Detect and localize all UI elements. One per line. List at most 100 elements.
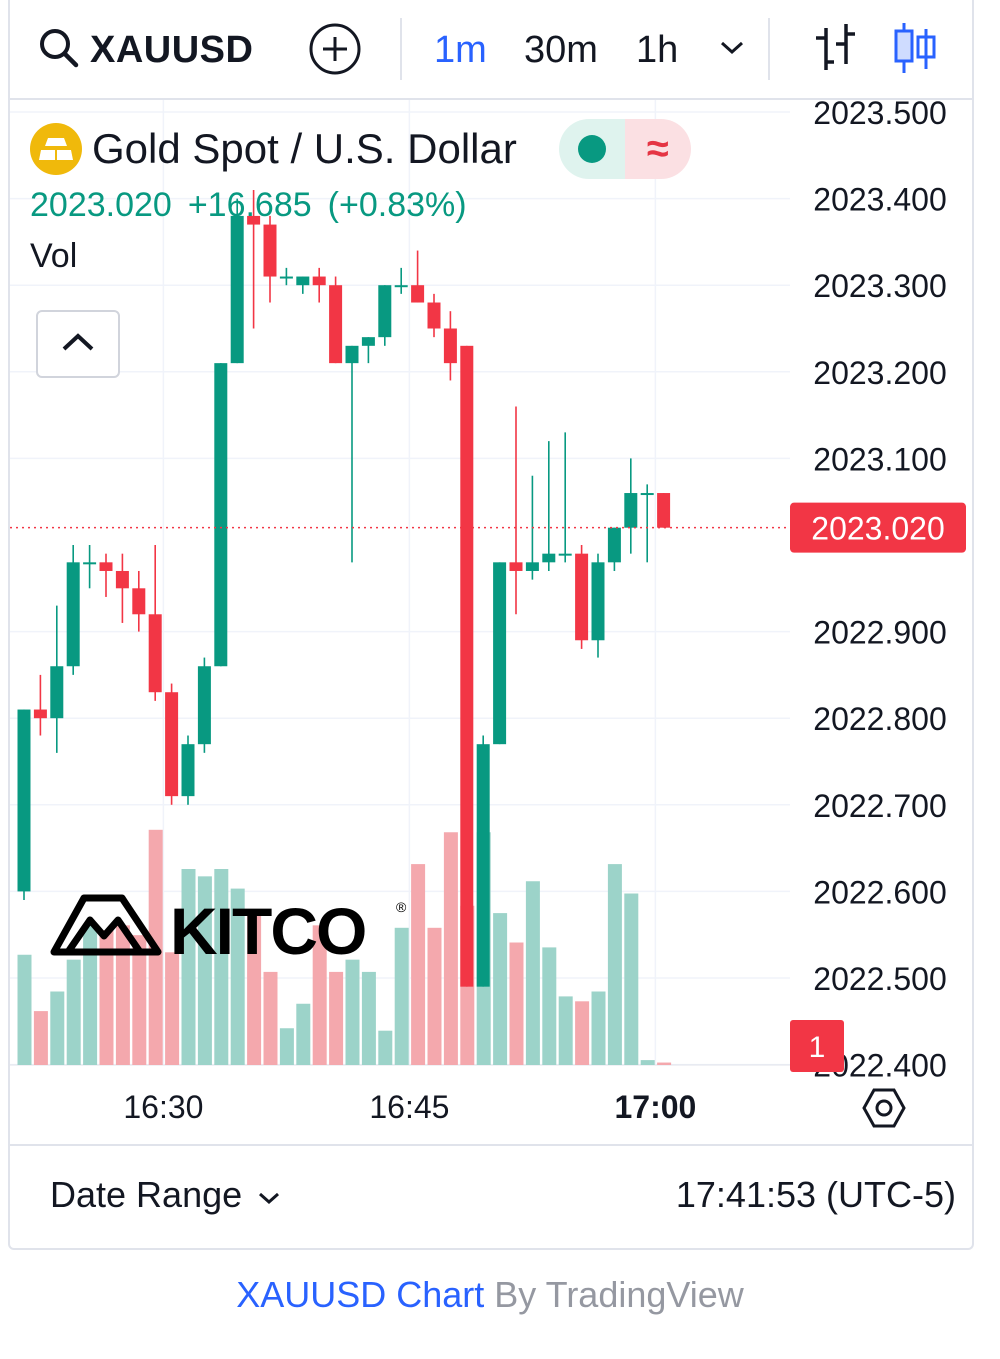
candle-body [148, 614, 162, 693]
candle-body [575, 553, 589, 641]
candle-body [345, 345, 359, 364]
candle-body [17, 709, 31, 892]
add-circle-icon [308, 22, 362, 81]
instrument-title: Gold Spot / U.S. Dollar [92, 125, 517, 172]
chart-settings-button[interactable] [862, 1086, 906, 1130]
price-change-value: +16.685 [187, 186, 312, 224]
volume-bar [427, 927, 442, 1065]
last-price-line: 2023.020 1 [10, 502, 966, 1072]
price-chart[interactable]: 2023.500 2023.400 2023.300 2023.200 2023.100… [10, 100, 974, 1144]
candlestick-style-button[interactable] [890, 22, 940, 78]
volume-bar [33, 1011, 48, 1065]
price-tick-label: 2023.500 [813, 100, 946, 131]
date-range-button[interactable]: Date Range [50, 1174, 282, 1216]
volume-bar [279, 1028, 294, 1065]
volume-bar [197, 876, 212, 1065]
candle-body [476, 744, 490, 987]
candle-body [329, 285, 343, 364]
volume-bar [115, 925, 130, 1065]
chart-clock[interactable]: 17:41:53 (UTC-5) [675, 1174, 956, 1215]
toolbar-divider [768, 18, 770, 80]
time-axis: 16:30 16:45 17:00 [123, 1089, 696, 1125]
attribution-symbol-link[interactable]: XAUUSD Chart [236, 1274, 485, 1315]
candle-body [312, 276, 326, 286]
interval-1h-button[interactable]: 1h [636, 28, 679, 71]
candle-body [165, 692, 179, 797]
candle-body [296, 276, 310, 286]
candle-body [558, 553, 572, 556]
volume-bar [296, 1003, 311, 1065]
candle-body [624, 493, 638, 528]
approx-data-icon: ≈ [624, 119, 691, 179]
chart-toolbar: XAUUSD 1m 30m 1h [10, 0, 972, 100]
candle-body [115, 570, 129, 589]
search-icon [38, 27, 80, 74]
events-badge [790, 1020, 844, 1072]
volume-bar [378, 1030, 393, 1065]
chevron-up-icon [60, 331, 96, 358]
candle-body [99, 562, 113, 571]
price-tick-label: 2023.300 [813, 268, 946, 304]
volume-bar [230, 888, 245, 1065]
volume-bar [83, 925, 98, 1065]
candle-body [263, 224, 277, 277]
collapse-legend-button[interactable] [36, 310, 120, 378]
candle-body [66, 562, 80, 667]
kitco-logo: KITCO ® [50, 890, 420, 968]
volume-bar [181, 869, 196, 1065]
chevron-down-icon [717, 38, 747, 63]
price-tick-label: 2023.100 [813, 441, 946, 477]
candle-body [247, 215, 261, 225]
price-tick-label: 2022.800 [813, 701, 946, 737]
volume-bar [607, 864, 622, 1065]
price-tick-label: 2022.600 [813, 874, 946, 910]
candle-body [361, 337, 375, 346]
price-change-percent: (+0.83%) [327, 186, 467, 224]
price-tick-label: 2022.900 [813, 615, 946, 651]
volume-bar [247, 913, 262, 1065]
time-tick-label: 17:00 [614, 1089, 696, 1125]
candle-body [657, 493, 671, 528]
candle-body [509, 562, 523, 571]
price-axis: 2023.500 2023.400 2023.300 2023.200 2023.100… [813, 100, 946, 1084]
bar-chart-style-button[interactable] [810, 22, 860, 78]
volume-bar [575, 1001, 590, 1065]
candle-body [525, 562, 539, 571]
price-tick-label: 2023.200 [813, 355, 946, 391]
volume-bar [17, 954, 32, 1065]
market-status-pill[interactable]: ≈ [558, 119, 691, 179]
interval-1m-button[interactable]: 1m [434, 28, 487, 71]
volume-bar [99, 930, 114, 1065]
interval-30m-button[interactable]: 30m [524, 28, 598, 71]
bar-chart-style-icon [812, 22, 858, 79]
volume-bar [493, 913, 508, 1065]
volume-bar [312, 925, 327, 1065]
price-tick-label: 2023.400 [813, 182, 946, 218]
chart-settings-icon [862, 1088, 906, 1134]
price-tick-label: 2022.500 [813, 961, 946, 997]
volume-bar [50, 991, 65, 1065]
volume-bar [329, 971, 344, 1065]
symbol-search-button[interactable]: XAUUSD [38, 22, 253, 78]
candlestick-style-icon [892, 21, 938, 80]
candle-body [443, 328, 457, 364]
kitco-logo-text: KITCO [170, 894, 365, 962]
price-tick-label: 2022.700 [813, 788, 946, 824]
candle-body [493, 562, 507, 745]
events-badge-count: 1 [809, 1031, 826, 1064]
candle-body [279, 276, 293, 279]
last-price-label-bg [790, 502, 966, 553]
candle-body [132, 588, 146, 615]
compare-add-symbol-button[interactable] [308, 22, 362, 81]
candle-body [591, 562, 605, 641]
volume-bar [411, 864, 426, 1065]
symbol-label: XAUUSD [90, 28, 254, 71]
candle-body [33, 709, 47, 719]
candle-body [427, 302, 441, 329]
time-tick-label: 16:45 [369, 1089, 449, 1125]
candle-body [197, 666, 211, 745]
market-open-dot-icon [577, 135, 606, 163]
interval-dropdown-button[interactable] [712, 30, 752, 70]
candle-body [640, 493, 654, 496]
volume-bar [263, 971, 278, 1065]
